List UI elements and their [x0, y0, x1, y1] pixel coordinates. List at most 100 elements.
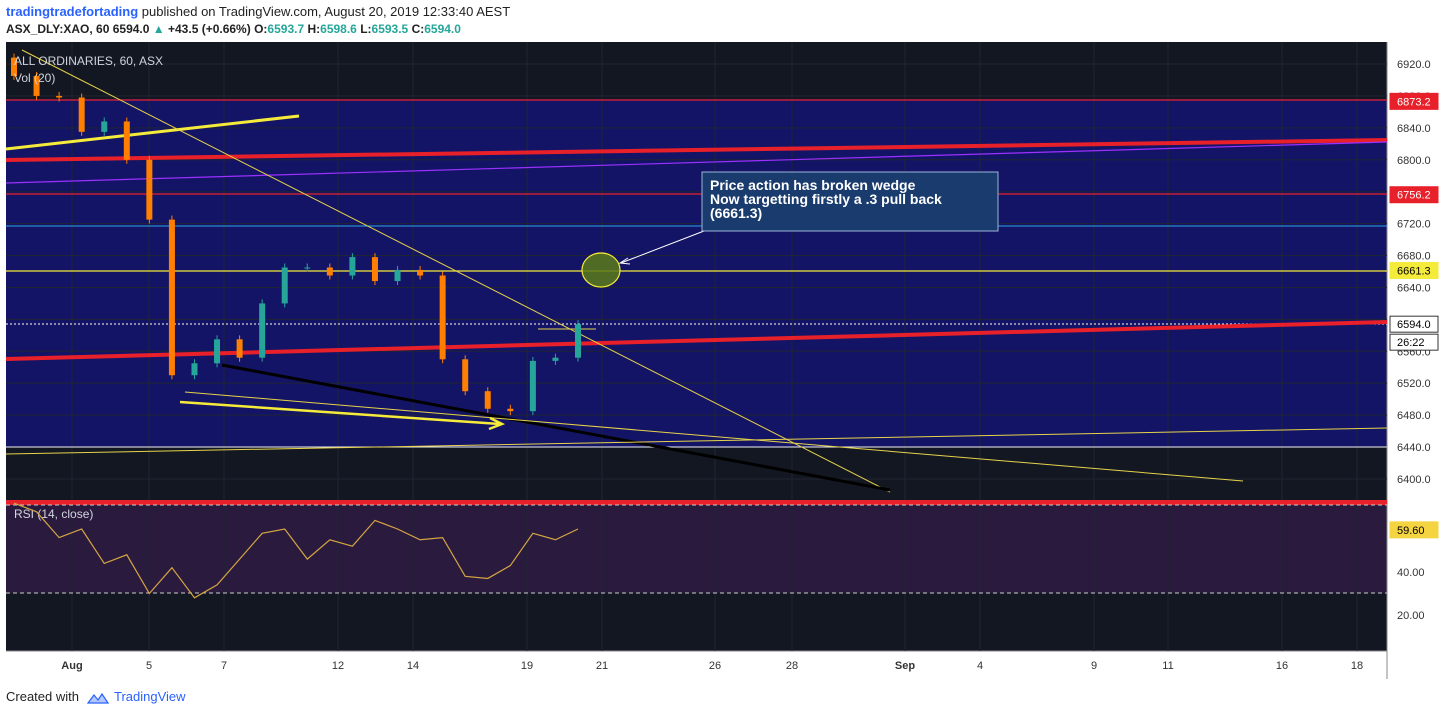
candle-body — [529, 360, 536, 412]
candle-body — [56, 95, 63, 98]
published-text: published on TradingView.com, August 20,… — [141, 4, 511, 19]
price-tick-label: 6800.0 — [1397, 155, 1431, 167]
rsi-label: RSI (14, close) — [14, 507, 93, 521]
time-tick-label: 18 — [1351, 660, 1363, 672]
time-tick-label: 7 — [221, 660, 227, 672]
price-tick-label: 6920.0 — [1397, 59, 1431, 71]
time-tick-label: Aug — [61, 660, 82, 672]
candle-body — [417, 269, 424, 276]
candle-body — [462, 359, 469, 392]
price-tick-label: 6680.0 — [1397, 251, 1431, 263]
low-value: 6593.5 — [371, 22, 409, 36]
annotation-line-3: (6661.3) — [710, 205, 762, 221]
candles-group — [11, 53, 581, 416]
price-tag-box — [1389, 92, 1439, 110]
time-tick-label: 16 — [1276, 660, 1288, 672]
candle-body — [304, 267, 311, 269]
time-tick-label: 26 — [709, 660, 721, 672]
time-tick-label: 4 — [977, 660, 983, 672]
candle-body — [11, 57, 17, 76]
candle-body — [123, 121, 130, 160]
candle-body — [236, 339, 243, 358]
time-axis[interactable] — [6, 651, 1387, 679]
open-value: 6593.7 — [267, 22, 305, 36]
time-tick-label: 9 — [1091, 660, 1097, 672]
candle-body — [214, 339, 221, 364]
author-link[interactable]: tradingtradefortading — [6, 4, 139, 19]
change-text: +43.5 (+0.66%) — [168, 22, 251, 36]
target-circle[interactable] — [581, 252, 621, 288]
chart-title: ALL ORDINARIES, 60, ASX — [14, 54, 163, 68]
pane-separator — [6, 500, 1387, 505]
red-channel-lower[interactable] — [5, 320, 1388, 361]
price-tag-label: 6594.0 — [1397, 319, 1431, 331]
volume-label: Vol (20) — [14, 71, 55, 85]
red-channel-upper[interactable] — [5, 138, 1388, 162]
high-label: H: — [307, 22, 321, 36]
arrow-head-icon — [488, 416, 506, 431]
time-tick-labels: Aug 5 7 12 14 19 21 26 28 Sep 4 9 11 16 18 — [61, 660, 1363, 672]
rsi-current-label: 59.60 — [1397, 525, 1425, 537]
candle-body — [484, 391, 491, 409]
candle-body — [101, 121, 108, 132]
time-tick-label: 21 — [596, 660, 608, 672]
purple-trendline[interactable] — [5, 141, 1388, 184]
candle-body — [33, 75, 40, 96]
up-arrow-icon: ▲ — [152, 22, 165, 36]
symbol-header: ASX_DLY:XAO, 60 6594.0 ▲ +43.5 (+0.66%) … — [6, 22, 461, 36]
footer: Created with TradingView — [6, 689, 186, 704]
rsi-line — [13, 502, 579, 599]
created-with-text: Created with — [6, 689, 79, 704]
last-price: 6594.0 — [112, 22, 150, 36]
annotation-line-1: Price action has broken wedge — [710, 177, 916, 193]
countdown-box — [1389, 333, 1439, 351]
price-tag-label: 6873.2 — [1397, 96, 1431, 108]
price-tick-label: 6840.0 — [1397, 123, 1431, 135]
candle-body — [191, 363, 198, 376]
candle-body — [281, 267, 288, 304]
countdown-label: 26:22 — [1397, 337, 1425, 349]
price-tick-label: 6480.0 — [1397, 410, 1431, 422]
price-tag-label: 6756.2 — [1397, 190, 1431, 202]
yellow-arrow-line[interactable] — [179, 400, 501, 426]
time-tick-label: 11 — [1162, 660, 1173, 672]
lower-fan-line[interactable] — [184, 391, 1244, 482]
candle-body — [146, 159, 153, 220]
time-tick-label: 14 — [407, 660, 419, 672]
rising-support-line[interactable] — [5, 427, 1388, 455]
price-tag-box — [1389, 186, 1439, 204]
low-label: L: — [360, 22, 372, 36]
price-chart[interactable]: Price action has broken wedge Now target… — [0, 40, 1444, 682]
pointer-arrow-icon — [618, 257, 631, 265]
publish-header: tradingtradefortading published on Tradi… — [6, 4, 510, 19]
time-tick-label: 28 — [786, 660, 798, 672]
callout-pointer — [620, 230, 705, 264]
high-value: 6598.6 — [320, 22, 357, 36]
candle-body — [78, 97, 85, 132]
time-tick-label: Sep — [895, 660, 915, 672]
rsi-tick-labels: 40.00 20.00 59.60 — [1389, 521, 1439, 622]
open-label: O: — [254, 22, 268, 36]
price-tick-label: 6720.0 — [1397, 219, 1431, 231]
candle-body — [326, 267, 333, 276]
candle-body — [439, 275, 446, 360]
candle-body — [394, 269, 401, 282]
price-tag-box — [1389, 315, 1439, 333]
annotation-line-2: Now targetting firstly a .3 pull back — [710, 191, 942, 207]
symbol-label: ASX_DLY:XAO, 60 — [6, 22, 110, 36]
candle-body — [168, 219, 175, 376]
rsi-tick-label: 40.00 — [1397, 567, 1425, 579]
candle-body — [507, 408, 514, 412]
price-tick-label: 6640.0 — [1397, 282, 1431, 294]
descending-trendline[interactable] — [21, 49, 891, 493]
price-tag-label: 6661.3 — [1397, 265, 1431, 277]
tradingview-brand-link[interactable]: TradingView — [114, 689, 186, 704]
price-tick-label: 6400.0 — [1397, 474, 1431, 486]
wedge-bottom-line[interactable] — [221, 363, 891, 492]
price-tick-label: 6520.0 — [1397, 378, 1431, 390]
time-tick-label: 5 — [146, 660, 152, 672]
annotation-box[interactable] — [701, 171, 999, 232]
candle-body — [552, 357, 559, 361]
price-tick-label: 6440.0 — [1397, 442, 1431, 454]
wedge-top-line[interactable] — [5, 114, 300, 151]
